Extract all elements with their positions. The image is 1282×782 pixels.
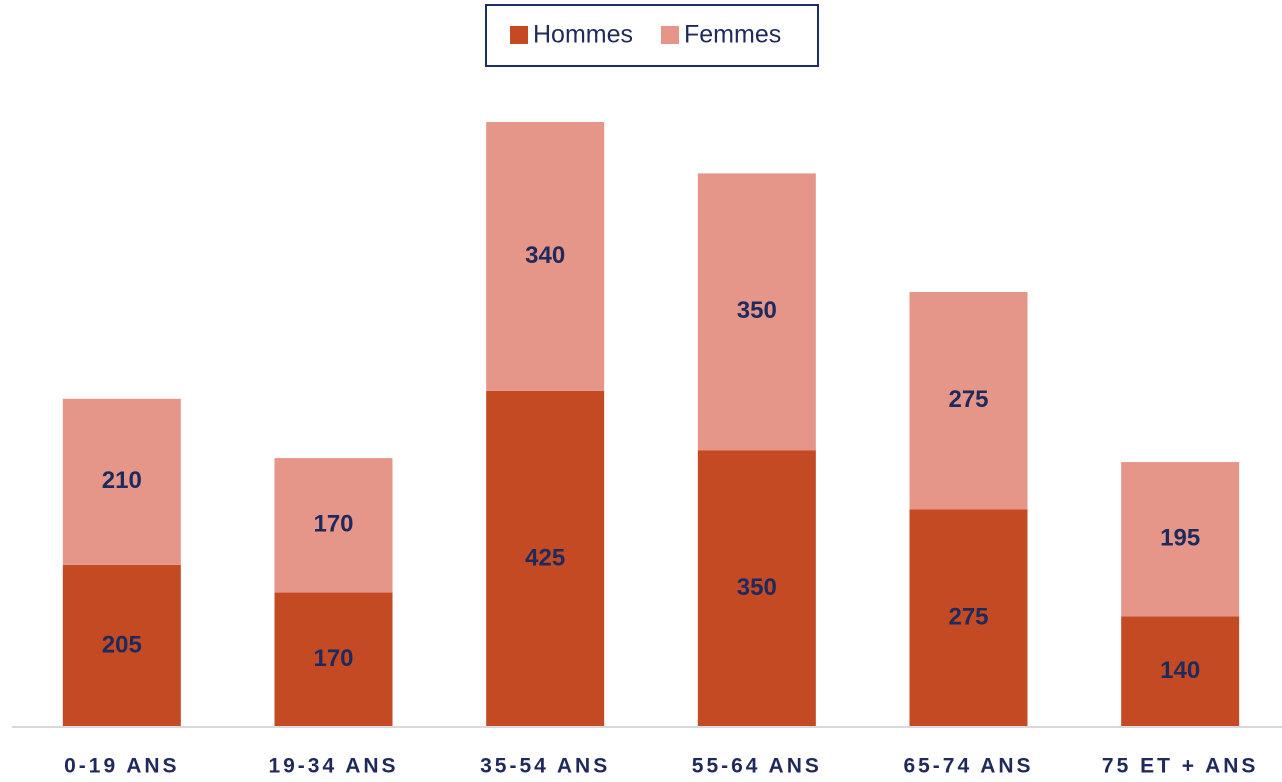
legend-box <box>485 4 819 67</box>
bar-segment <box>62 564 181 727</box>
data-label: 140 <box>1160 657 1200 684</box>
data-label: 170 <box>313 511 353 538</box>
legend-label: Hommes <box>533 21 633 49</box>
x-tick-label: 19-34 ANS <box>268 755 398 778</box>
bar-segment <box>1121 616 1240 727</box>
x-tick-label: 35-54 ANS <box>480 755 610 778</box>
data-label: 350 <box>737 297 777 324</box>
bar-segment <box>697 173 816 451</box>
x-tick-label: 65-74 ANS <box>903 755 1033 778</box>
bar-segment <box>274 592 393 727</box>
bar-segment <box>486 122 605 391</box>
bar-segment <box>909 292 1028 510</box>
data-label: 170 <box>313 645 353 672</box>
bar-segment <box>909 509 1028 727</box>
data-label: 275 <box>948 604 988 631</box>
data-label: 275 <box>948 386 988 413</box>
bar-segment <box>274 458 393 593</box>
x-tick-label: 75 ET + ANS <box>1102 755 1259 778</box>
x-tick-label: 55-64 ANS <box>692 755 822 778</box>
legend-label: Femmes <box>684 21 781 49</box>
x-tick-label: 0-19 ANS <box>64 755 179 778</box>
data-label: 350 <box>737 574 777 601</box>
bar-segment <box>697 450 816 727</box>
legend-swatch <box>510 26 528 44</box>
legend-swatch <box>661 26 679 44</box>
data-label: 195 <box>1160 525 1200 552</box>
bar-segment <box>1121 462 1240 617</box>
bar-segment <box>62 398 181 565</box>
data-label: 205 <box>102 631 142 658</box>
data-label: 340 <box>525 242 565 269</box>
bar-segment <box>486 390 605 727</box>
data-label: 425 <box>525 544 565 571</box>
data-label: 210 <box>102 467 142 494</box>
